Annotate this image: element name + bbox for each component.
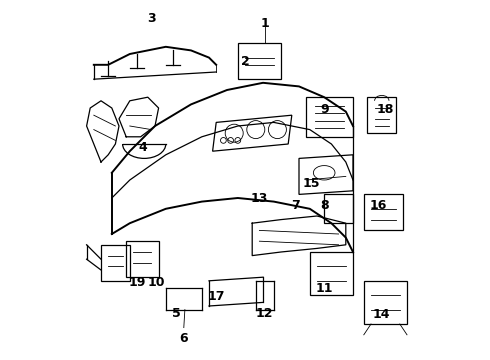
Text: 15: 15 [303,177,320,190]
Text: 2: 2 [241,55,249,68]
Text: 16: 16 [369,199,387,212]
Text: 13: 13 [251,192,268,204]
Text: 7: 7 [291,199,300,212]
Text: 4: 4 [138,141,147,154]
Text: 17: 17 [207,291,225,303]
Text: 14: 14 [373,309,391,321]
Text: 12: 12 [256,307,273,320]
Text: 5: 5 [172,307,181,320]
Text: 11: 11 [316,282,333,294]
Text: 8: 8 [320,199,328,212]
Text: 6: 6 [179,332,188,345]
Text: 1: 1 [260,17,269,30]
Text: 18: 18 [377,103,394,116]
Text: 9: 9 [320,103,328,116]
Text: 10: 10 [148,276,166,289]
Text: 3: 3 [147,12,156,24]
Text: 19: 19 [128,276,146,289]
